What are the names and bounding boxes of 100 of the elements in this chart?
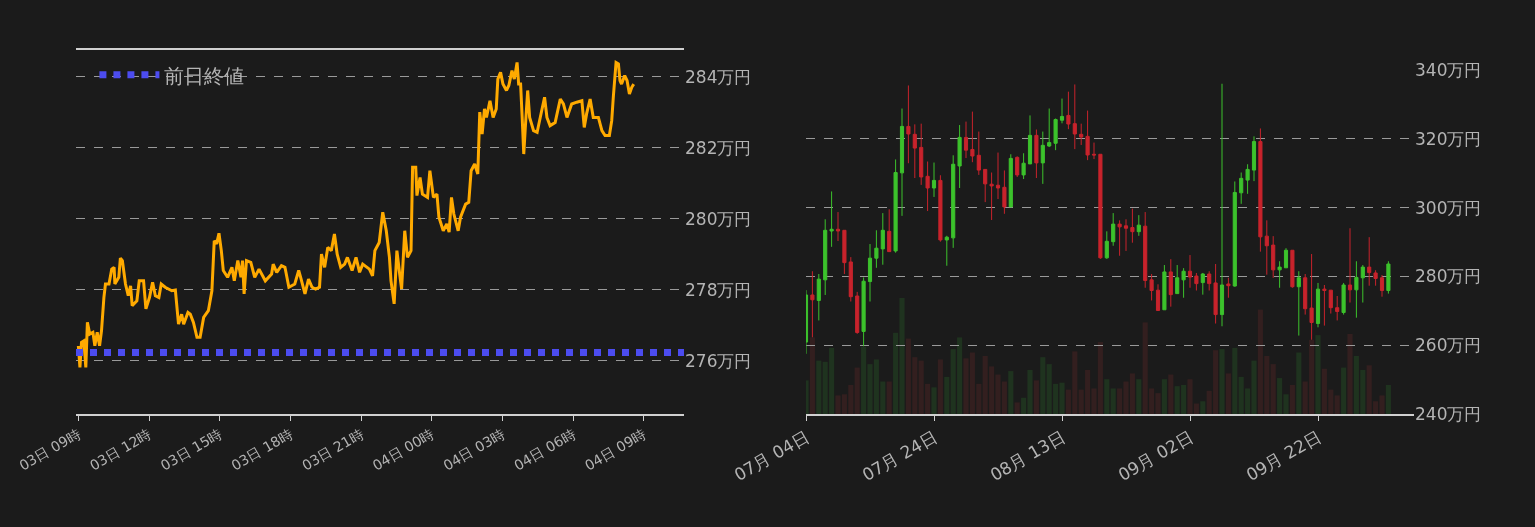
bar — [1289, 385, 1295, 414]
candlestick — [1200, 272, 1205, 296]
candlestick — [1040, 131, 1045, 185]
bar — [886, 381, 892, 414]
bar — [1270, 364, 1276, 414]
y-tick-label: 276万円 — [685, 350, 752, 371]
candlestick — [1098, 153, 1103, 260]
candlestick — [1379, 274, 1385, 298]
bar — [809, 337, 815, 414]
y-tick-label: 284万円 — [685, 66, 752, 87]
candlestick — [874, 229, 879, 269]
candlestick — [1008, 153, 1013, 208]
candlestick — [1303, 273, 1308, 316]
bar — [931, 387, 937, 414]
x-tick-label: 04日 03時 — [440, 425, 508, 474]
candlestick — [1219, 83, 1225, 327]
candlestick — [1130, 208, 1135, 244]
bar — [1315, 335, 1321, 414]
x-tick-label: 04日 06時 — [511, 425, 579, 474]
candlestick — [1283, 247, 1289, 269]
bar — [1104, 379, 1110, 414]
y-tick-label: 278万円 — [685, 279, 752, 300]
candlestick — [1175, 264, 1180, 295]
bar — [1296, 352, 1302, 414]
x-tick-label: 08月 13日 — [986, 426, 1069, 486]
x-tick-label: 03日 09時 — [16, 425, 84, 474]
bar — [1385, 385, 1391, 414]
candlestick — [1187, 254, 1193, 289]
candlestick — [1213, 263, 1218, 325]
bar — [1219, 349, 1225, 414]
candlestick — [1104, 230, 1109, 260]
candlestick — [1079, 123, 1084, 146]
candlestick — [1322, 284, 1327, 327]
candlestick — [931, 162, 937, 198]
candlestick — [1091, 142, 1097, 160]
candlestick — [1335, 295, 1340, 321]
candlestick — [976, 131, 981, 176]
candlestick — [1328, 289, 1333, 315]
bar — [816, 360, 822, 414]
candlestick — [1354, 260, 1359, 319]
bar — [937, 359, 943, 414]
candlestick — [1367, 236, 1372, 287]
candlestick — [1232, 180, 1237, 288]
candlestick — [906, 84, 911, 164]
candlestick — [1245, 163, 1250, 195]
candlestick — [855, 291, 860, 335]
candlestick — [1072, 83, 1077, 150]
candlestick — [1277, 260, 1282, 289]
candlestick — [1360, 264, 1365, 304]
x-tick-label: 03日 21時 — [299, 425, 367, 474]
candlestick — [963, 121, 969, 159]
candlestick — [823, 218, 828, 296]
candlestick — [1034, 129, 1039, 179]
y-tick-label: 300万円 — [1415, 197, 1482, 218]
bar — [1008, 371, 1014, 414]
y-tick-label: 280万円 — [685, 208, 752, 229]
candlestick — [983, 168, 988, 203]
candlestick — [925, 161, 930, 212]
bar — [1341, 367, 1347, 414]
y-tick-label: 260万円 — [1415, 335, 1482, 356]
candlestick — [1066, 91, 1071, 130]
candlestick — [1117, 219, 1122, 257]
candlestick — [1386, 260, 1391, 295]
candlestick — [1053, 118, 1058, 151]
candlestick — [1027, 114, 1033, 165]
candlestick — [1239, 172, 1244, 205]
candlestick — [1194, 272, 1199, 291]
bar — [1347, 333, 1353, 414]
candlestick — [880, 212, 885, 266]
candlestick — [938, 174, 943, 243]
x-tick-label: 03日 12時 — [87, 425, 155, 474]
candlestick — [1136, 214, 1141, 237]
candlestick — [1015, 155, 1020, 178]
x-tick-label: 09月 22日 — [1242, 426, 1325, 486]
candlestick — [1002, 169, 1007, 215]
candlestick — [835, 211, 841, 242]
x-tick-label: 04日 09時 — [581, 425, 649, 474]
bar — [1136, 379, 1142, 414]
bar — [1200, 401, 1206, 414]
bar — [1161, 379, 1167, 414]
candlestick — [1181, 267, 1186, 299]
candlestick — [1207, 270, 1212, 291]
candlestick — [944, 235, 949, 267]
bar — [1110, 388, 1116, 414]
bar — [944, 376, 950, 414]
candlestick — [957, 124, 962, 189]
candlestick — [1251, 135, 1257, 182]
candlestick — [951, 154, 956, 249]
x-tick-label: 07月 04日 — [730, 426, 813, 486]
candlestick — [1258, 127, 1263, 253]
bar — [1033, 380, 1039, 414]
candlestick — [995, 152, 1001, 200]
x-tick-label: 03日 18時 — [228, 425, 296, 474]
candlestick — [1059, 98, 1065, 124]
candlestick — [1271, 235, 1276, 279]
candlestick — [1347, 227, 1353, 304]
bar — [1168, 374, 1174, 414]
candlestick — [1162, 264, 1167, 311]
y-tick-label: 282万円 — [685, 137, 752, 158]
candlestick — [810, 270, 815, 338]
